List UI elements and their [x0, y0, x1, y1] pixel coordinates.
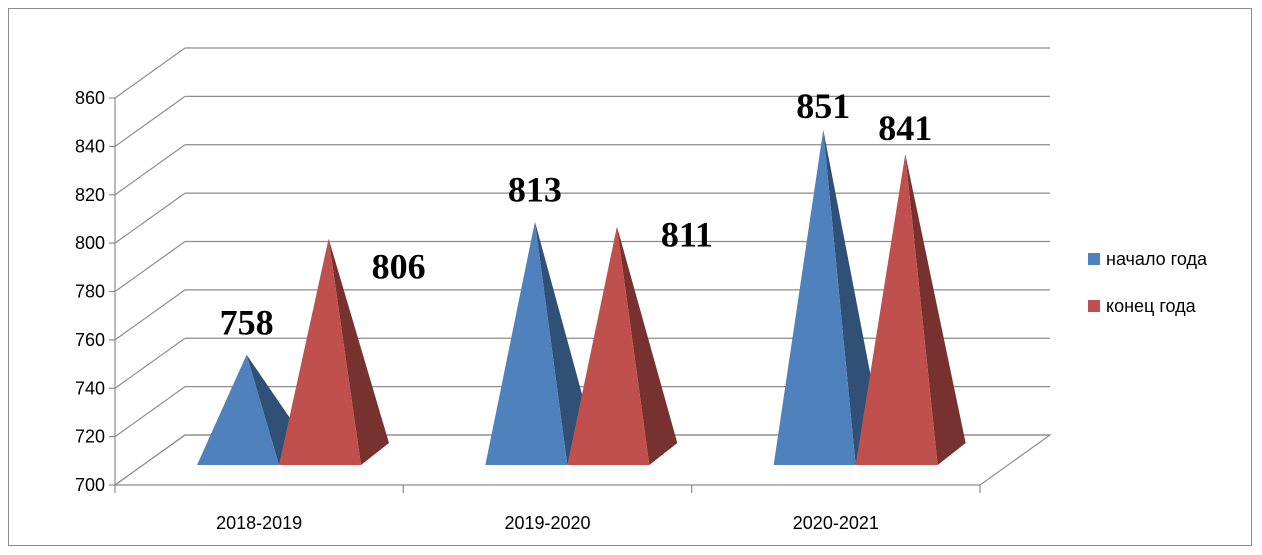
bar-end-2018-2019: [279, 238, 389, 465]
gridline-side: [114, 434, 186, 486]
y-tick-labels: 700 720 740 760 780 800 820 840 860: [75, 88, 105, 495]
bar-side-face: [905, 153, 966, 466]
gridline-side: [114, 144, 186, 196]
y-tick-label: 820: [75, 185, 105, 205]
gridline-side: [114, 192, 186, 244]
gridline-side: [114, 337, 186, 389]
gridline-side: [114, 386, 186, 438]
bar-end-2020-2021: [855, 153, 966, 466]
y-tick-label: 700: [75, 475, 105, 495]
bar-front-face: [485, 221, 568, 465]
axes: [109, 97, 981, 493]
bar-front-face: [855, 153, 938, 466]
y-tick-label: 800: [75, 233, 105, 253]
data-label: 758: [220, 303, 274, 343]
x-tick-labels: 2018-2019 2019-2020 2020-2021: [216, 513, 879, 533]
y-tick-label: 840: [75, 136, 105, 156]
bar-front-face: [567, 226, 650, 465]
y-tick-label: 760: [75, 330, 105, 350]
bars: [197, 129, 966, 466]
legend-label: начало года: [1106, 249, 1208, 269]
legend: начало года конец года: [1088, 249, 1208, 316]
data-labels: 758 806 813 811 851 841: [220, 86, 933, 343]
legend-swatch: [1088, 253, 1100, 265]
bar-front-face: [773, 129, 856, 466]
data-label: 813: [508, 170, 562, 210]
y-tick-label: 720: [75, 427, 105, 447]
gridline-side: [114, 241, 186, 292]
data-label: 806: [372, 247, 426, 287]
data-label: 811: [661, 215, 713, 255]
bar-front-face: [279, 238, 361, 465]
y-tick-label: 780: [75, 282, 105, 302]
bar-side-face: [823, 129, 884, 466]
y-tick-label: 860: [75, 88, 105, 108]
bar-side-face: [328, 238, 389, 465]
gridline-side: [114, 289, 186, 341]
bar-end-2019-2020: [567, 226, 678, 465]
gridline-side: [114, 95, 186, 147]
bar-front-face: [197, 354, 279, 465]
bar-side-face: [616, 226, 678, 465]
data-label: 841: [878, 108, 932, 148]
x-tick-label: 2018-2019: [216, 513, 302, 533]
legend-label: конец года: [1106, 296, 1197, 316]
y-tick-label: 740: [75, 378, 105, 398]
x-tick-label: 2020-2021: [793, 513, 879, 533]
gridline-side: [114, 47, 186, 99]
bar-start-2020-2021: [773, 129, 884, 466]
x-tick-label: 2019-2020: [504, 513, 590, 533]
data-label: 851: [796, 86, 850, 126]
legend-swatch: [1088, 300, 1100, 312]
